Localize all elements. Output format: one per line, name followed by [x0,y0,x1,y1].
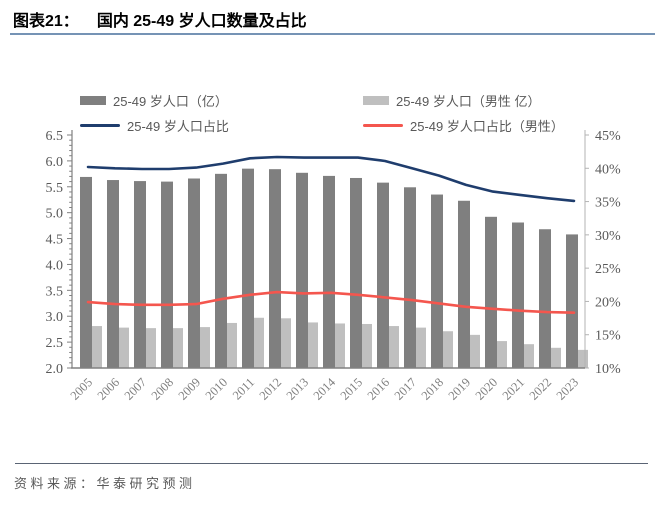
svg-text:20%: 20% [595,295,621,310]
svg-text:2015: 2015 [338,375,366,403]
figure-title-text: 国内 25-49 岁人口数量及占比 [96,13,307,30]
svg-text:45%: 45% [595,129,621,144]
legend-item-population-male: 25-49 岁人口（男性 亿） [363,91,564,110]
svg-text:3.5: 3.5 [46,284,64,299]
svg-text:2010: 2010 [203,375,231,403]
legend-label: 25-49 岁人口占比（男性） [410,119,564,134]
legend-label: 25-49 岁人口（男性 亿） [396,94,541,109]
source-text: 华泰研究预测 [96,476,196,491]
source-label: 资料来源： [14,476,97,491]
svg-text:2011: 2011 [230,375,257,402]
svg-text:2006: 2006 [95,375,123,403]
svg-text:2.0: 2.0 [46,362,64,377]
svg-text:5.0: 5.0 [46,207,64,222]
svg-text:6.0: 6.0 [46,155,64,170]
svg-text:3.0: 3.0 [46,310,64,325]
svg-text:2023: 2023 [554,375,582,403]
svg-text:2018: 2018 [419,375,447,403]
svg-text:2022: 2022 [527,375,555,403]
svg-text:2012: 2012 [257,375,285,403]
bar-swatch-light-icon [363,96,389,105]
svg-text:30%: 30% [595,229,621,244]
svg-text:4.0: 4.0 [46,258,64,273]
bar-swatch-dark-icon [80,96,106,105]
line-swatch-blue-icon [80,124,120,127]
svg-text:2017: 2017 [392,375,420,403]
legend-label: 25-49 岁人口占比 [127,119,229,134]
title-underline [10,33,655,35]
line-swatch-red-icon [363,124,403,127]
svg-text:2005: 2005 [68,375,96,403]
svg-text:2013: 2013 [284,375,312,403]
legend-item-population-total: 25-49 岁人口（亿） [80,91,363,110]
svg-text:2008: 2008 [149,375,177,403]
legend-item-share-male: 25-49 岁人口占比（男性） [363,116,564,135]
svg-text:2021: 2021 [500,375,528,403]
chart-legend: 25-49 岁人口（亿） 25-49 岁人口（男性 亿） 25-49 岁人口占比… [80,91,564,135]
figure-title: 图表21： 国内 25-49 岁人口数量及占比 [13,7,307,31]
svg-text:2016: 2016 [365,375,393,403]
svg-text:2.5: 2.5 [46,336,64,351]
svg-text:2014: 2014 [311,375,339,403]
svg-text:4.5: 4.5 [46,233,64,248]
population-combo-chart: 2.0 2.5 3.0 3.5 4.0 4.5 5.0 5.5 6.0 6.5 10% 15% 20% 2… [46,129,622,403]
legend-label: 25-49 岁人口（亿） [113,94,228,109]
svg-text:2019: 2019 [446,375,474,403]
svg-text:25%: 25% [595,262,621,277]
figure-number: 图表21： [13,13,79,30]
svg-text:2007: 2007 [122,375,150,403]
svg-text:5.5: 5.5 [46,181,64,196]
svg-text:2020: 2020 [473,375,501,403]
svg-text:10%: 10% [595,362,621,377]
svg-text:15%: 15% [595,329,621,344]
legend-item-share-total: 25-49 岁人口占比 [80,116,363,135]
svg-text:2009: 2009 [176,375,204,403]
svg-text:6.5: 6.5 [46,129,64,144]
source-line: 资料来源：华泰研究预测 [14,473,196,492]
svg-text:35%: 35% [595,196,621,211]
source-divider [15,463,648,464]
svg-text:40%: 40% [595,162,621,177]
